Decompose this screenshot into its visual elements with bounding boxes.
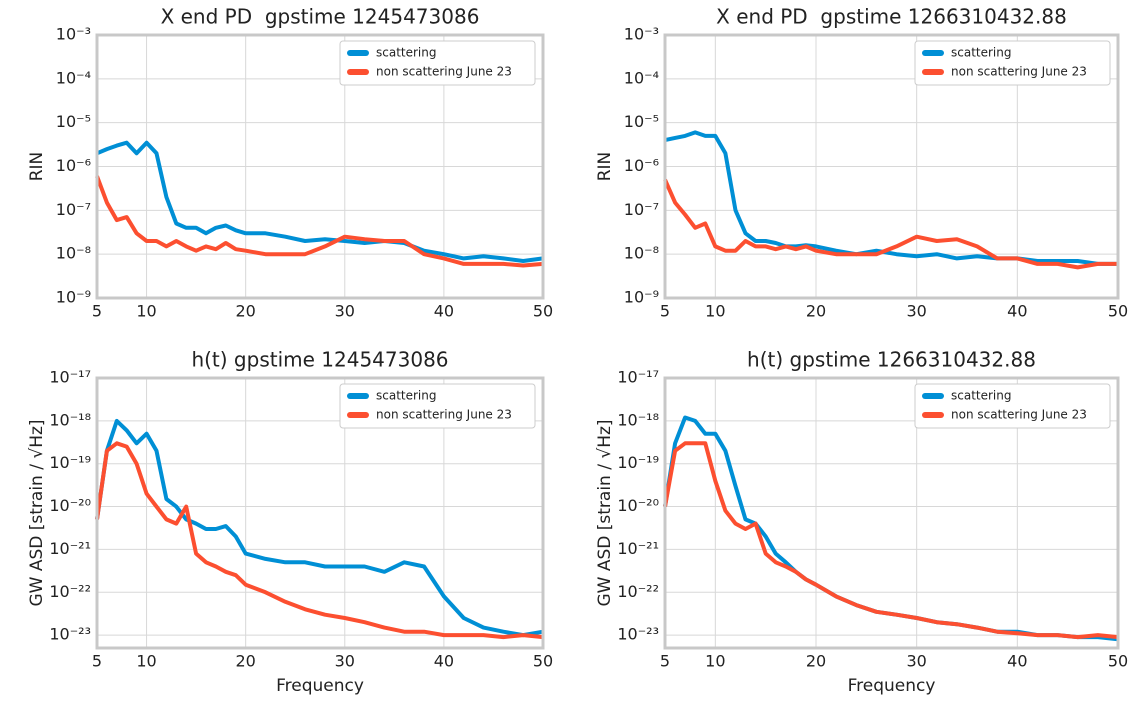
plot-frame bbox=[95, 33, 545, 300]
y-tick-label: 10⁻⁸ bbox=[624, 244, 659, 263]
legend-label: non scattering June 23 bbox=[376, 408, 512, 422]
y-tick-label: 10⁻²² bbox=[49, 582, 91, 601]
legend-box bbox=[339, 40, 536, 86]
series-line bbox=[96, 140, 544, 263]
legend-label: scattering bbox=[376, 46, 437, 60]
plot-frame bbox=[95, 376, 545, 650]
subplot: 5 10 20 30 40 50 10⁻⁹ 10⁻⁸ 10⁻⁷ 10⁻⁶ 10⁻⁵ 10⁻⁴ 10⁻³ X… bbox=[27, 5, 553, 321]
y-tick-label: 10⁻²³ bbox=[617, 625, 659, 644]
x-tick-label: 5 bbox=[660, 652, 670, 671]
subplot: 5 10 20 30 40 50 10⁻²³ 10⁻²² 10⁻²¹ 10⁻²⁰ 10⁻¹⁹ 10⁻¹… bbox=[595, 348, 1128, 697]
y-axis-label: GW ASD [strain / √Hz] bbox=[27, 419, 47, 606]
y-tick-label: 10⁻³ bbox=[624, 25, 659, 44]
x-tick-label: 5 bbox=[660, 302, 670, 321]
x-tick-label: 20 bbox=[806, 302, 826, 321]
y-tick-label: 10⁻⁷ bbox=[56, 200, 91, 219]
x-tick-label: 40 bbox=[434, 302, 454, 321]
x-axis-label: Frequency bbox=[848, 676, 936, 696]
legend-box bbox=[339, 383, 536, 429]
x-tick-label: 50 bbox=[1108, 652, 1128, 671]
x-tick-label: 20 bbox=[806, 652, 826, 671]
y-tick-label: 10⁻⁶ bbox=[624, 156, 659, 175]
y-tick-label: 10⁻²⁰ bbox=[49, 496, 91, 515]
series-line bbox=[663, 178, 1118, 270]
legend-label: non scattering June 23 bbox=[376, 65, 512, 79]
y-tick-label: 10⁻¹⁹ bbox=[617, 453, 659, 472]
x-tick-label: 10 bbox=[136, 652, 156, 671]
y-tick-label: 10⁻⁵ bbox=[56, 112, 91, 131]
x-tick-label: 10 bbox=[136, 302, 156, 321]
y-tick-label: 10⁻⁵ bbox=[624, 112, 659, 131]
series-line bbox=[95, 418, 544, 638]
subplot-title: h(t) gpstime 1245473086 bbox=[191, 348, 448, 372]
subplot: 5 10 20 30 40 50 10⁻²³ 10⁻²² 10⁻²¹ 10⁻²⁰ 10⁻¹⁹ 10⁻¹… bbox=[27, 348, 553, 697]
series-line bbox=[95, 441, 544, 640]
x-tick-label: 30 bbox=[335, 652, 355, 671]
x-tick-label: 50 bbox=[1108, 302, 1128, 321]
subplot: 5 10 20 30 40 50 10⁻⁹ 10⁻⁸ 10⁻⁷ 10⁻⁶ 10⁻⁵ 10⁻⁴ 10⁻³ X… bbox=[595, 5, 1128, 321]
y-tick-label: 10⁻¹⁷ bbox=[617, 368, 659, 387]
y-tick-label: 10⁻¹⁹ bbox=[49, 453, 91, 472]
x-tick-label: 10 bbox=[705, 302, 725, 321]
y-tick-label: 10⁻¹⁸ bbox=[49, 410, 91, 429]
y-tick-label: 10⁻²¹ bbox=[49, 539, 91, 558]
x-tick-label: 20 bbox=[235, 302, 255, 321]
legend-box bbox=[914, 383, 1111, 429]
x-tick-label: 50 bbox=[533, 302, 553, 321]
x-tick-label: 20 bbox=[235, 652, 255, 671]
y-tick-label: 10⁻²⁰ bbox=[617, 496, 659, 515]
legend-box bbox=[914, 40, 1111, 86]
legend-label: scattering bbox=[951, 389, 1012, 403]
y-tick-label: 10⁻²¹ bbox=[617, 539, 659, 558]
x-tick-label: 40 bbox=[1007, 652, 1027, 671]
x-tick-label: 40 bbox=[1007, 302, 1027, 321]
legend-label: scattering bbox=[376, 389, 437, 403]
x-tick-label: 30 bbox=[906, 302, 926, 321]
subplot-title: X end PD gpstime 1266310432.88 bbox=[716, 5, 1067, 29]
y-tick-label: 10⁻⁸ bbox=[56, 244, 91, 263]
y-tick-label: 10⁻¹⁷ bbox=[49, 368, 91, 387]
y-axis-label: RIN bbox=[595, 152, 615, 182]
x-tick-label: 50 bbox=[533, 652, 553, 671]
y-tick-label: 10⁻²³ bbox=[49, 625, 91, 644]
legend-label: scattering bbox=[951, 46, 1012, 60]
x-tick-label: 5 bbox=[92, 302, 102, 321]
subplot-title: X end PD gpstime 1245473086 bbox=[161, 5, 480, 29]
legend-label: non scattering June 23 bbox=[951, 408, 1087, 422]
series-line bbox=[95, 175, 544, 268]
series-line bbox=[663, 441, 1119, 640]
x-axis-label: Frequency bbox=[276, 676, 364, 696]
y-tick-label: 10⁻¹⁸ bbox=[617, 410, 659, 429]
plot-frame bbox=[663, 33, 1120, 300]
y-tick-label: 10⁻⁹ bbox=[56, 288, 91, 307]
x-tick-label: 30 bbox=[906, 652, 926, 671]
y-tick-label: 10⁻⁶ bbox=[56, 156, 91, 175]
y-tick-label: 10⁻⁷ bbox=[624, 200, 659, 219]
y-tick-label: 10⁻²² bbox=[617, 582, 659, 601]
y-tick-label: 10⁻⁴ bbox=[56, 68, 91, 87]
y-axis-label: GW ASD [strain / √Hz] bbox=[595, 419, 615, 606]
x-tick-label: 10 bbox=[705, 652, 725, 671]
y-tick-label: 10⁻⁴ bbox=[624, 68, 659, 87]
x-tick-label: 40 bbox=[434, 652, 454, 671]
subplot-title: h(t) gpstime 1266310432.88 bbox=[747, 348, 1036, 372]
y-tick-label: 10⁻⁹ bbox=[624, 288, 659, 307]
legend-label: non scattering June 23 bbox=[951, 65, 1087, 79]
x-tick-label: 30 bbox=[335, 302, 355, 321]
plot-frame bbox=[663, 376, 1120, 650]
y-axis-label: RIN bbox=[27, 152, 47, 182]
y-tick-label: 10⁻³ bbox=[56, 25, 91, 44]
x-tick-label: 5 bbox=[92, 652, 102, 671]
